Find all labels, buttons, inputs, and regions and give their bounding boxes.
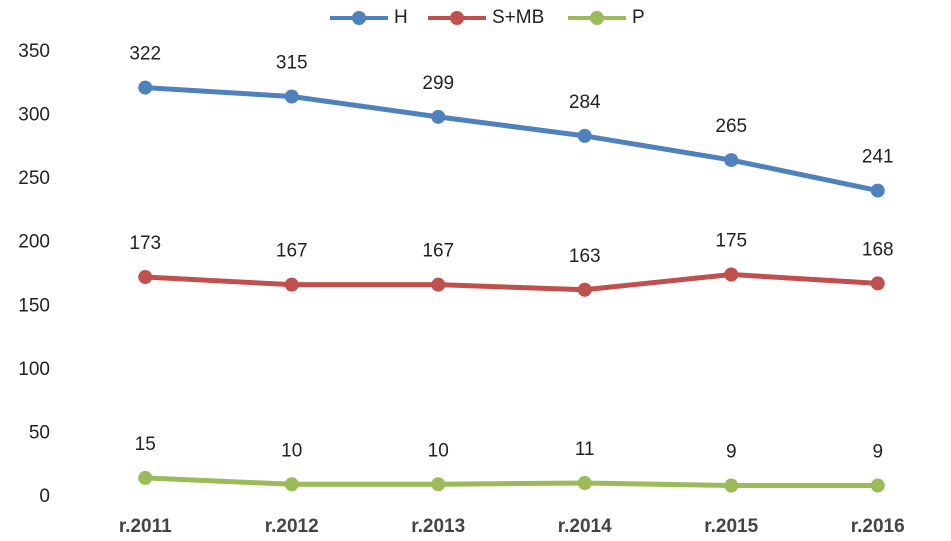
data-point [724, 478, 739, 493]
data-label: 173 [129, 233, 161, 254]
data-point [870, 183, 885, 198]
legend-marker [352, 11, 366, 25]
y-tick-label: 250 [18, 168, 50, 189]
data-point [870, 276, 885, 291]
series-line [145, 272, 878, 293]
data-label: 315 [276, 53, 308, 74]
legend-label: H [394, 7, 408, 28]
data-label: 15 [135, 434, 156, 455]
data-point [724, 267, 739, 282]
x-tick-label: r.2015 [704, 516, 758, 537]
data-label: 168 [862, 239, 894, 260]
x-tick-label: r.2012 [265, 516, 319, 537]
legend-label: S+MB [492, 7, 544, 28]
data-label: 299 [422, 73, 454, 94]
x-tick-label: r.2014 [558, 516, 612, 537]
y-tick-label: 50 [29, 422, 50, 443]
data-point [138, 270, 153, 285]
data-point [577, 476, 592, 491]
y-tick-label: 150 [18, 295, 50, 316]
data-point [284, 89, 299, 104]
legend-label: P [632, 7, 645, 28]
y-tick-label: 0 [39, 486, 50, 507]
data-label: 11 [575, 439, 595, 460]
data-point [284, 277, 299, 292]
x-tick-label: r.2013 [411, 516, 465, 537]
x-tick-label: r.2016 [851, 516, 905, 537]
y-tick-label: 350 [18, 41, 50, 62]
data-point [431, 109, 446, 124]
data-label: 10 [281, 440, 302, 461]
data-label: 163 [569, 246, 601, 267]
data-label: 265 [715, 116, 747, 137]
data-point [284, 477, 299, 492]
data-point [138, 80, 153, 95]
data-label: 175 [715, 231, 747, 252]
data-point [577, 128, 592, 143]
data-point [870, 478, 885, 493]
data-label: 167 [422, 241, 454, 262]
data-label: 9 [872, 442, 883, 463]
data-label: 167 [276, 241, 308, 262]
x-tick-label: r.2011 [119, 516, 172, 537]
data-label: 10 [428, 440, 449, 461]
data-label: 322 [129, 44, 161, 65]
y-tick-label: 200 [18, 232, 50, 253]
series-line [145, 85, 879, 194]
data-point [724, 153, 739, 168]
data-label: 9 [726, 442, 737, 463]
y-tick-label: 100 [18, 359, 50, 380]
data-point [431, 477, 446, 492]
data-point [431, 277, 446, 292]
legend-marker [590, 11, 604, 25]
legend-marker [450, 11, 464, 25]
series-line [145, 475, 878, 489]
data-label: 284 [569, 92, 601, 113]
data-label: 241 [862, 147, 894, 168]
data-point [138, 470, 153, 485]
data-point [577, 282, 592, 297]
y-tick-label: 300 [18, 105, 50, 126]
